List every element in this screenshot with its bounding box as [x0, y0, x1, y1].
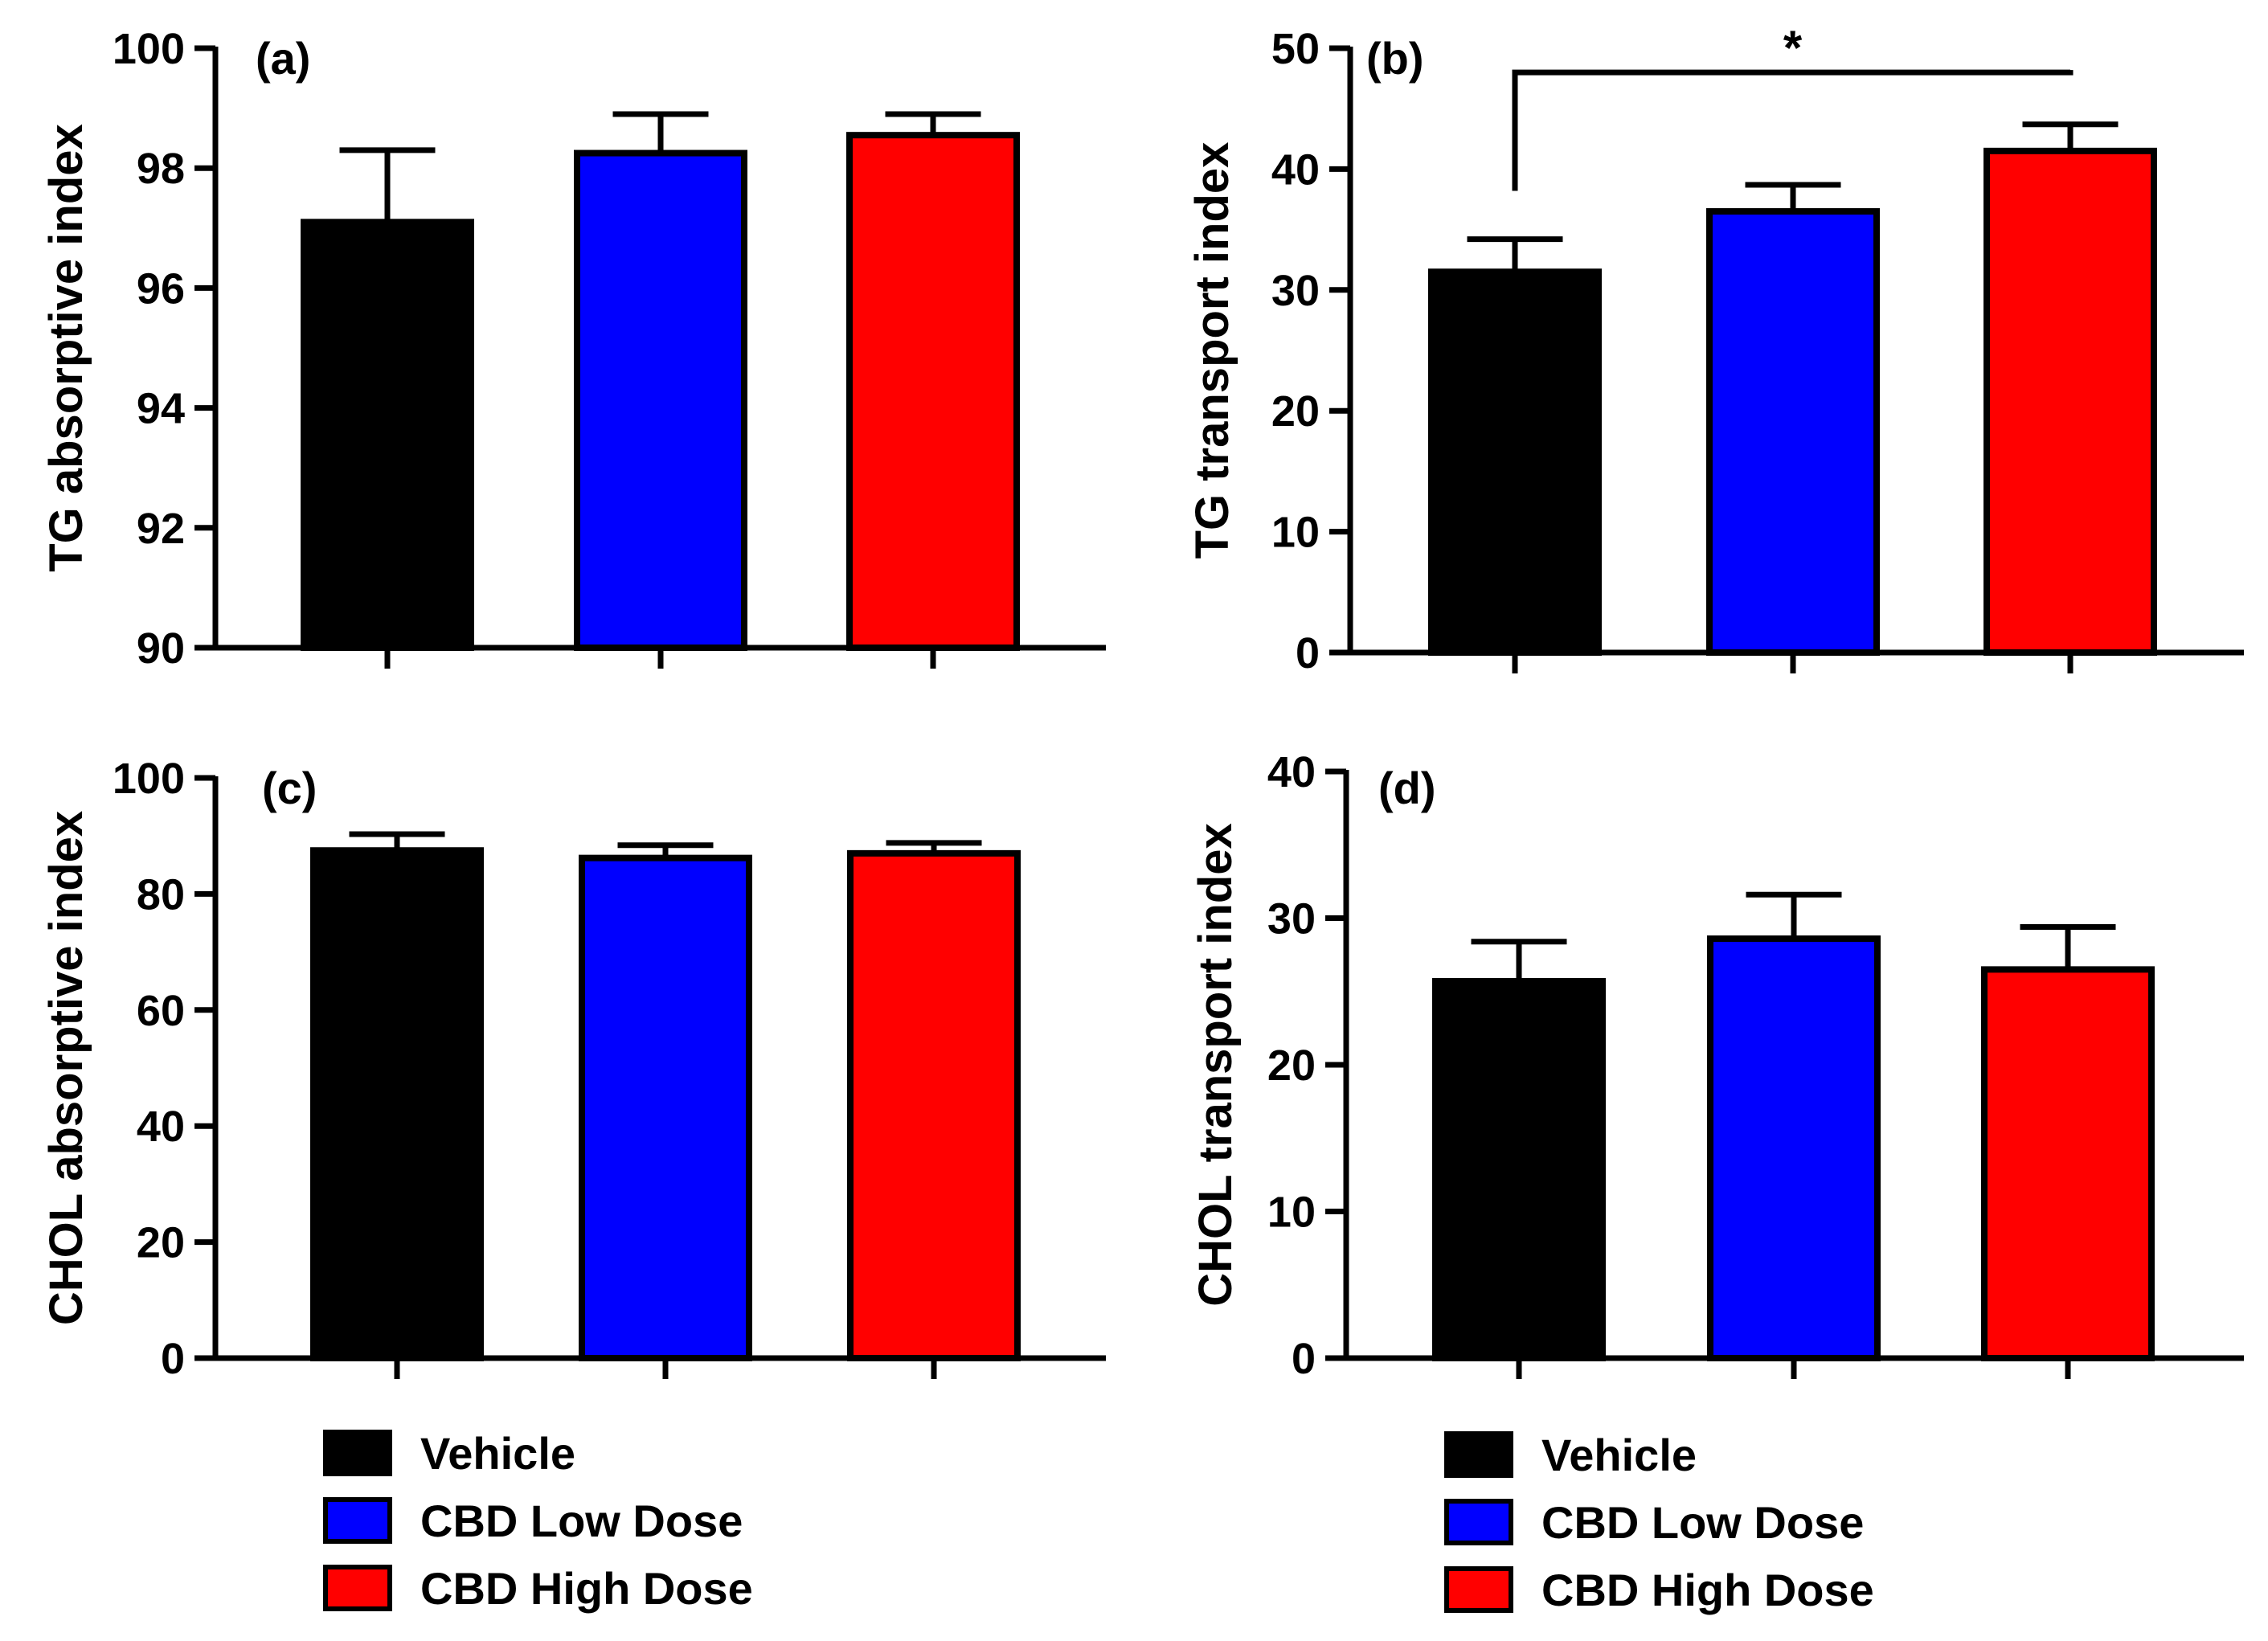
legend-label: CBD High Dose — [1541, 1565, 1874, 1615]
y-tick-label: 40 — [1267, 748, 1316, 796]
panel-label: (d) — [1378, 763, 1436, 813]
bar — [847, 849, 1021, 1361]
legend-swatch — [323, 1497, 392, 1544]
legend-swatch — [323, 1565, 392, 1611]
y-tick-label: 0 — [1296, 629, 1320, 677]
y-tick-label: 100 — [113, 25, 185, 73]
legend-swatch — [1444, 1431, 1513, 1478]
panel-label: (b) — [1366, 33, 1424, 84]
legend-swatch — [1444, 1499, 1513, 1545]
bar — [846, 132, 1020, 652]
legend-swatch — [1444, 1566, 1513, 1613]
y-axis-title: CHOL transport index — [1189, 823, 1242, 1307]
bar — [310, 847, 484, 1361]
significance-bracket — [1512, 69, 2074, 191]
legend-label: Vehicle — [1541, 1430, 1697, 1480]
bar — [579, 854, 752, 1361]
y-tick-label: 30 — [1267, 895, 1316, 943]
y-tick-label: 50 — [1271, 25, 1320, 73]
significance-marker: * — [1783, 21, 1803, 75]
chart-panel-3: 0 10 20 30 40 CHOL transport index (d) — [1189, 748, 2244, 1383]
legend-label: CBD Low Dose — [1541, 1497, 1864, 1548]
y-tick-label: 80 — [137, 870, 185, 919]
bar — [1981, 966, 2155, 1361]
chart-panel-0: 90 92 94 96 98 100 TG absorptive index (a) — [40, 25, 1106, 673]
y-tick-label: 10 — [1267, 1189, 1316, 1237]
y-tick-label: 96 — [137, 264, 185, 313]
y-tick-label: 100 — [113, 755, 185, 803]
y-tick-label: 98 — [137, 145, 185, 193]
legend-1: Vehicle CBD Low Dose CBD High Dose — [1444, 1430, 1874, 1615]
y-axis-title: CHOL absorptive index — [40, 811, 92, 1325]
y-tick-label: 60 — [137, 987, 185, 1035]
legend-label: CBD High Dose — [420, 1563, 753, 1614]
bar — [1428, 268, 1602, 656]
y-tick-label: 92 — [137, 505, 185, 553]
y-tick-label: 20 — [1271, 387, 1320, 436]
bar — [574, 149, 747, 652]
legend-label: CBD Low Dose — [420, 1496, 743, 1546]
legend-swatch — [323, 1430, 392, 1476]
bar — [1983, 147, 2157, 656]
y-axis-title: TG absorptive index — [40, 124, 92, 572]
bar — [1706, 208, 1880, 657]
y-axis-title: TG transport index — [1186, 142, 1238, 559]
chart-panel-1: 0 10 20 30 40 50 TG transport index (b) * — [1186, 21, 2244, 677]
chart-panel-2: 0 20 40 60 80 100 CHOL absorptive index (c) — [40, 755, 1106, 1383]
y-tick-label: 40 — [137, 1103, 185, 1151]
y-tick-label: 20 — [1267, 1041, 1316, 1090]
y-tick-label: 94 — [137, 385, 185, 433]
y-tick-label: 0 — [161, 1335, 185, 1383]
y-tick-label: 90 — [137, 624, 185, 673]
y-tick-label: 40 — [1271, 145, 1320, 194]
y-tick-label: 20 — [137, 1219, 185, 1267]
y-tick-label: 10 — [1271, 509, 1320, 557]
panel-label: (a) — [256, 33, 310, 84]
panel-label: (c) — [262, 763, 317, 813]
legend-label: Vehicle — [420, 1428, 575, 1479]
bar — [1432, 977, 1606, 1361]
y-tick-label: 30 — [1271, 267, 1320, 315]
bar — [1707, 935, 1881, 1362]
y-tick-label: 0 — [1292, 1335, 1316, 1383]
bar — [301, 219, 474, 651]
legend-0: Vehicle CBD Low Dose CBD High Dose — [323, 1428, 753, 1614]
